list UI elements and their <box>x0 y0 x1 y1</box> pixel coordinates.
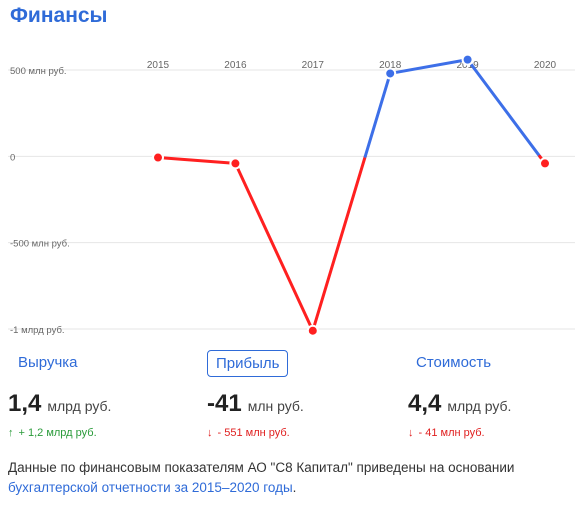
tab-revenue[interactable]: Выручка <box>18 354 78 371</box>
arrow-down-icon: ↓ <box>207 427 213 439</box>
x-tick-label: 2018 <box>379 60 402 71</box>
value-delta: ↓ - 41 млн руб. <box>408 427 485 439</box>
y-tick-label: -1 млрд руб. <box>10 325 65 336</box>
accounting-report-link[interactable]: бухгалтерской отчетности за 2015–2020 го… <box>8 480 293 495</box>
arrow-down-icon: ↓ <box>408 427 414 439</box>
value-unit: млрд руб. <box>447 398 512 414</box>
data-point <box>384 67 397 80</box>
profit-line-chart: 500 млн руб. 0 -500 млн руб. -1 млрд руб. 20… <box>8 53 575 337</box>
data-point <box>461 53 474 66</box>
series-line-segment <box>388 58 470 75</box>
revenue-amount: 1,4 <box>8 390 42 417</box>
data-point <box>152 151 164 164</box>
note-text: Данные по финансовым показателям АО "С8 … <box>8 460 515 475</box>
x-tick-label: 2015 <box>147 60 170 71</box>
series-line-segment <box>156 156 237 165</box>
data-point <box>229 157 242 170</box>
data-point <box>539 157 551 170</box>
arrow-up-icon: ↑ <box>8 427 14 439</box>
profit-delta-text: - 551 млн руб. <box>217 427 290 439</box>
x-tick-label: 2017 <box>302 60 325 71</box>
revenue-delta-text: + 1,2 млрд руб. <box>18 427 97 439</box>
series-line-segment <box>233 161 315 333</box>
data-source-note: Данные по финансовым показателям АО "С8 … <box>8 458 548 498</box>
profit-amount: -41 <box>207 390 242 417</box>
series-line-segment <box>311 154 367 333</box>
value-delta-text: - 41 млн руб. <box>418 427 485 439</box>
note-text-end: . <box>292 480 297 495</box>
y-tick-label: 500 млн руб. <box>10 66 67 77</box>
revenue-value: 1,4 млрд руб. <box>8 390 111 418</box>
profit-unit: млн руб. <box>247 398 304 414</box>
value-value: 4,4 млрд руб. <box>408 390 511 418</box>
y-tick-label: 0 <box>10 152 15 163</box>
y-tick-label: -500 млн руб. <box>10 239 70 250</box>
series-line-segment <box>466 58 542 158</box>
revenue-unit: млрд руб. <box>47 398 112 414</box>
tab-profit[interactable]: Прибыль <box>207 350 289 377</box>
x-tick-label: 2016 <box>224 60 247 71</box>
data-point <box>306 324 319 337</box>
revenue-delta: ↑ + 1,2 млрд руб. <box>8 427 97 439</box>
tab-value[interactable]: Стоимость <box>416 354 492 371</box>
x-tick-label: 2020 <box>534 60 557 71</box>
profit-delta: ↓ - 551 млн руб. <box>207 427 290 439</box>
profit-value: -41 млн руб. <box>207 390 304 418</box>
series-line-segment <box>363 71 392 158</box>
page-title: Финансы <box>10 4 108 27</box>
value-amount: 4,4 <box>408 390 442 417</box>
